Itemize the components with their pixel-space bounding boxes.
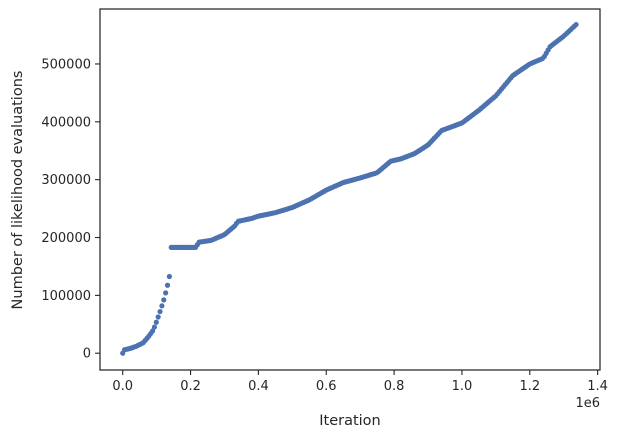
y-tick-label: 300000 [41, 173, 91, 188]
x-tick-label: 1.2 [519, 379, 540, 394]
x-tick-label: 0.4 [248, 379, 269, 394]
x-tick-label: 0.6 [316, 379, 337, 394]
data-point [153, 319, 159, 325]
x-axis-label: Iteration [319, 413, 381, 429]
y-tick-label: 400000 [41, 115, 91, 130]
y-tick-label: 100000 [41, 289, 91, 304]
data-point [161, 297, 167, 303]
x-axis-offset-label: 1e6 [575, 396, 600, 411]
data-point [573, 21, 579, 28]
data-point [159, 303, 165, 309]
data-point [155, 314, 161, 320]
y-tick-label: 200000 [41, 231, 91, 246]
x-axis-ticks: 0.0 0.2 0.4 0.6 0.8 1.0 1.2 1.4 [112, 370, 608, 394]
data-point [151, 324, 158, 330]
y-tick-label: 0 [83, 347, 91, 362]
x-tick-label: 0.8 [384, 379, 405, 394]
y-axis-label: Number of likelihood evaluations [10, 71, 26, 310]
y-tick-label: 500000 [41, 57, 91, 72]
x-tick-label: 0.2 [180, 379, 201, 394]
y-axis-ticks: 0 100000 200000 300000 400000 500000 [41, 57, 100, 362]
plot-frame [99, 8, 601, 371]
data-point [163, 290, 169, 296]
data-point [166, 273, 172, 280]
x-tick-label: 0.0 [112, 379, 133, 394]
data-points [120, 21, 579, 356]
data-point [157, 308, 163, 315]
x-tick-label: 1.4 [587, 379, 608, 394]
data-point [164, 282, 171, 288]
x-tick-label: 1.0 [452, 379, 473, 394]
data-point [149, 328, 156, 334]
